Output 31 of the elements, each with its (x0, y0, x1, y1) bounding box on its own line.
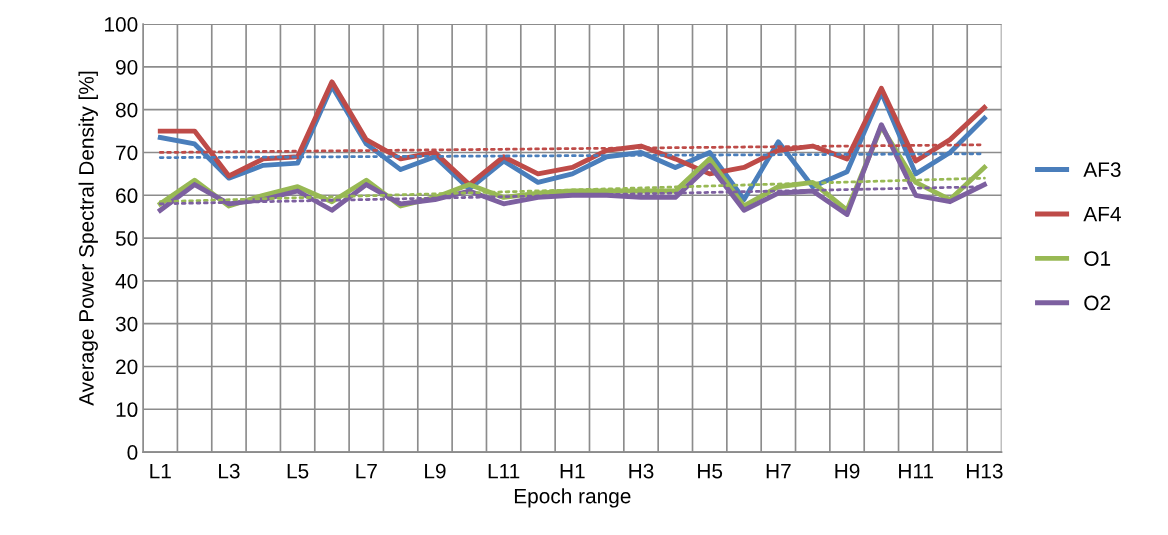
y-tick-label: 10 (116, 402, 138, 418)
y-axis-title: Average Power Spectral Density [%] (78, 71, 98, 406)
y-tick-label: 90 (116, 59, 138, 75)
line-series (157, 79, 987, 187)
y-tick-label: 40 (115, 273, 138, 289)
x-tick-label: L1 (150, 463, 171, 479)
x-tick-label: H1 (560, 463, 585, 479)
y-tick-label: 50 (115, 231, 138, 246)
x-tick-label: H9 (835, 463, 860, 479)
legend-label: O2 (1084, 295, 1111, 311)
legend-label: AF3 (1083, 162, 1121, 178)
y-tick-label: 30 (115, 316, 138, 332)
y-tick-label: 60 (116, 188, 138, 204)
x-tick-label: H5 (698, 463, 723, 479)
y-tick-label: 20 (116, 359, 138, 375)
x-tick-label: H13 (966, 463, 1003, 479)
x-tick-label: L7 (356, 463, 377, 479)
y-tick-label: 0 (127, 445, 138, 460)
legend-label: O1 (1084, 251, 1111, 266)
x-tick-label: L11 (488, 463, 520, 479)
x-tick-label: L3 (219, 463, 240, 479)
x-tick-label: H3 (629, 463, 654, 479)
x-tick-label: L5 (287, 463, 309, 479)
legend-label: AF4 (1083, 206, 1121, 222)
y-tick-label: 100 (105, 17, 138, 32)
y-tick-label: 70 (116, 145, 138, 161)
y-tick-label: 80 (115, 102, 138, 118)
x-tick-label: L9 (425, 463, 446, 479)
x-axis-title: Epoch range (514, 488, 631, 508)
x-tick-label: H11 (899, 463, 934, 479)
x-tick-label: H7 (766, 463, 791, 479)
